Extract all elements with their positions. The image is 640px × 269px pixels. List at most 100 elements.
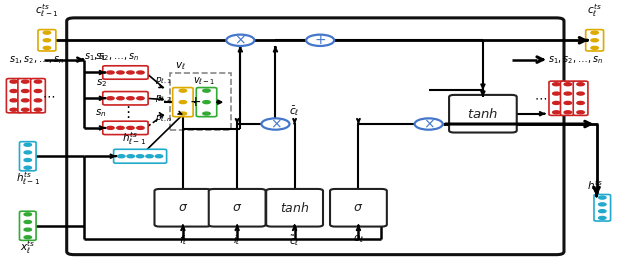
FancyBboxPatch shape [170, 73, 232, 130]
Circle shape [203, 101, 210, 104]
Circle shape [10, 108, 17, 111]
Circle shape [306, 35, 334, 46]
Text: $s_2$: $s_2$ [95, 77, 107, 89]
Text: $p_{\ell,n}$: $p_{\ell,n}$ [156, 114, 173, 124]
Text: $o_\ell$: $o_\ell$ [353, 233, 364, 245]
Circle shape [127, 155, 134, 158]
Circle shape [156, 155, 163, 158]
Circle shape [22, 80, 29, 83]
FancyBboxPatch shape [561, 81, 575, 115]
FancyBboxPatch shape [103, 121, 148, 134]
Circle shape [591, 31, 598, 34]
FancyBboxPatch shape [196, 88, 217, 117]
FancyBboxPatch shape [586, 30, 604, 51]
Text: $\cdots$: $\cdots$ [534, 92, 547, 105]
Text: $s_1, s_2, \ldots, s_n$: $s_1, s_2, \ldots, s_n$ [8, 54, 63, 66]
FancyBboxPatch shape [154, 189, 211, 226]
Text: $\sigma$: $\sigma$ [178, 201, 188, 214]
Text: $i_\ell$: $i_\ell$ [234, 233, 241, 247]
Circle shape [591, 39, 598, 42]
Text: $+$: $+$ [189, 95, 201, 109]
Circle shape [552, 111, 560, 114]
Circle shape [552, 101, 560, 104]
Circle shape [24, 166, 31, 169]
Circle shape [24, 221, 31, 224]
FancyBboxPatch shape [103, 66, 148, 79]
Circle shape [261, 118, 289, 130]
Text: $s_1, s_2, \ldots, s_n$: $s_1, s_2, \ldots, s_n$ [548, 54, 603, 66]
Text: $\times$: $\times$ [234, 33, 246, 47]
Circle shape [179, 101, 187, 104]
Circle shape [24, 143, 31, 146]
Circle shape [227, 35, 254, 46]
Text: $\bar{c}_\ell$: $\bar{c}_\ell$ [289, 104, 300, 118]
Circle shape [24, 213, 31, 216]
Circle shape [203, 112, 210, 115]
FancyBboxPatch shape [19, 142, 36, 171]
Text: $s_1$: $s_1$ [95, 51, 107, 63]
Circle shape [35, 108, 42, 111]
Circle shape [564, 83, 572, 86]
FancyBboxPatch shape [67, 18, 564, 255]
Text: $h_{\ell-1}^{ts}$: $h_{\ell-1}^{ts}$ [122, 130, 146, 147]
Circle shape [136, 155, 144, 158]
Circle shape [203, 89, 210, 92]
Circle shape [24, 158, 31, 162]
Circle shape [35, 99, 42, 102]
Circle shape [564, 92, 572, 95]
Circle shape [564, 101, 572, 104]
FancyBboxPatch shape [209, 189, 266, 226]
Text: $x_\ell^{ts}$: $x_\ell^{ts}$ [20, 239, 35, 256]
Text: $s_n$: $s_n$ [95, 107, 107, 119]
Text: $\times$: $\times$ [423, 117, 435, 131]
Circle shape [577, 111, 584, 114]
Circle shape [552, 92, 560, 95]
Text: $\times$: $\times$ [269, 117, 282, 131]
Circle shape [577, 92, 584, 95]
Text: $p_{\ell,2}$: $p_{\ell,2}$ [156, 93, 172, 104]
Circle shape [107, 126, 114, 129]
FancyBboxPatch shape [31, 79, 45, 113]
Text: $v_\ell$: $v_\ell$ [175, 61, 186, 72]
Circle shape [598, 203, 606, 206]
Text: $\sigma$: $\sigma$ [353, 201, 364, 214]
Circle shape [10, 99, 17, 102]
FancyBboxPatch shape [449, 95, 516, 133]
Circle shape [415, 118, 443, 130]
Circle shape [137, 71, 144, 74]
Text: $c_{\ell-1}^{ts}$: $c_{\ell-1}^{ts}$ [35, 2, 59, 19]
Circle shape [137, 97, 144, 100]
Text: $c_{\ell}^{ts}$: $c_{\ell}^{ts}$ [588, 2, 602, 19]
Text: $h_\ell^{ts}$: $h_\ell^{ts}$ [587, 178, 602, 195]
FancyBboxPatch shape [594, 194, 611, 221]
Circle shape [107, 97, 114, 100]
Text: $+$: $+$ [314, 33, 326, 47]
Circle shape [598, 217, 606, 220]
Circle shape [10, 90, 17, 93]
Text: $\cdots$: $\cdots$ [42, 89, 56, 102]
Text: $v_{\ell-1}$: $v_{\ell-1}$ [193, 75, 215, 87]
FancyBboxPatch shape [266, 189, 323, 226]
Circle shape [137, 126, 144, 129]
FancyBboxPatch shape [173, 88, 193, 117]
Circle shape [116, 126, 124, 129]
FancyBboxPatch shape [573, 81, 588, 115]
Circle shape [179, 89, 187, 92]
Circle shape [107, 71, 114, 74]
Circle shape [44, 39, 51, 42]
Text: $h_{\ell-1}^{ts}$: $h_{\ell-1}^{ts}$ [15, 170, 40, 187]
Circle shape [127, 71, 134, 74]
Text: $\tilde{c}_\ell$: $\tilde{c}_\ell$ [289, 233, 300, 248]
Text: $f_\ell$: $f_\ell$ [179, 233, 187, 247]
Text: $\sigma$: $\sigma$ [232, 201, 243, 214]
FancyBboxPatch shape [103, 91, 148, 105]
Text: $\mathit{tanh}$: $\mathit{tanh}$ [467, 107, 499, 121]
Circle shape [24, 228, 31, 231]
Circle shape [35, 90, 42, 93]
FancyBboxPatch shape [330, 189, 387, 226]
Circle shape [127, 97, 134, 100]
FancyBboxPatch shape [18, 79, 33, 113]
Circle shape [44, 31, 51, 34]
Circle shape [116, 71, 124, 74]
Circle shape [598, 210, 606, 213]
